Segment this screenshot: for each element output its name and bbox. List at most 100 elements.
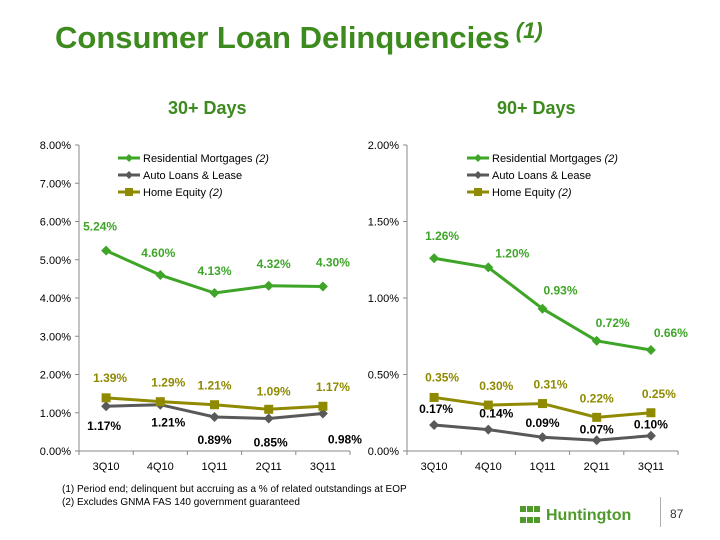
y-tick-label-30-days: 8.00% xyxy=(40,140,71,152)
x-tick-label-30-days: 1Q11 xyxy=(201,461,227,473)
data-label-home-equity-90-days: 0.25% xyxy=(642,387,676,401)
data-point-residential-mortgages-90-days xyxy=(591,335,602,346)
data-point-residential-mortgages-30-days xyxy=(317,281,328,292)
legend-note-residential-mortgages-30-days: (2) xyxy=(252,153,269,165)
legend-label-home-equity-90-days: Home Equity (2) xyxy=(492,187,572,199)
x-tick-label-90-days: 3Q10 xyxy=(421,461,448,473)
y-tick-label-30-days: 2.00% xyxy=(40,370,71,382)
huntington-logo-text: Huntington xyxy=(546,507,632,524)
y-tick-label-30-days: 5.00% xyxy=(40,255,71,267)
legend-label-home-equity-30-days: Home Equity (2) xyxy=(143,187,223,199)
chart-title-90-days: 90+ Days xyxy=(497,98,576,118)
page-number-divider xyxy=(660,497,661,527)
legend-label-auto-loans-lease-30-days: Auto Loans & Lease xyxy=(143,170,242,182)
x-tick-label-90-days: 4Q10 xyxy=(475,461,502,473)
x-tick-label-90-days: 2Q11 xyxy=(584,461,610,473)
data-point-home-equity-30-days xyxy=(318,401,328,411)
data-label-auto-loans-lease-30-days: 0.85% xyxy=(254,435,288,449)
data-point-auto-loans-lease-30-days xyxy=(263,413,274,424)
footnote-2: (2) Excludes GNMA FAS 140 government gua… xyxy=(62,497,300,508)
legend-note-home-equity-30-days: (2) xyxy=(206,187,223,199)
data-point-residential-mortgages-30-days xyxy=(155,270,166,281)
data-point-auto-loans-lease-90-days xyxy=(483,424,494,435)
data-label-residential-mortgages-90-days: 0.93% xyxy=(543,284,577,298)
data-label-auto-loans-lease-90-days: 0.07% xyxy=(580,422,614,436)
data-point-auto-loans-lease-30-days xyxy=(317,408,328,419)
legend-marker-home-equity-90-days xyxy=(474,188,482,196)
data-point-auto-loans-lease-90-days xyxy=(645,430,656,441)
y-tick-label-90-days: 0.50% xyxy=(368,370,399,382)
data-label-home-equity-90-days: 0.35% xyxy=(425,370,459,384)
data-point-home-equity-90-days xyxy=(483,400,493,410)
legend-label-residential-mortgages-90-days: Residential Mortgages (2) xyxy=(492,153,618,165)
footnotes: (1) Period end; delinquent but accruing … xyxy=(62,483,407,509)
data-point-residential-mortgages-30-days xyxy=(209,288,220,299)
data-point-auto-loans-lease-90-days xyxy=(429,419,440,430)
x-tick-label-90-days: 1Q11 xyxy=(529,461,555,473)
page-title: Consumer Loan Delinquencies (1) xyxy=(55,18,543,56)
huntington-logo: Huntington xyxy=(520,505,631,527)
legend-note-home-equity-90-days: (2) xyxy=(555,187,572,199)
y-tick-label-30-days: 7.00% xyxy=(40,178,71,190)
data-point-home-equity-90-days xyxy=(429,392,439,402)
y-tick-label-30-days: 1.00% xyxy=(40,408,71,420)
legend-marker-home-equity-30-days xyxy=(125,188,133,196)
y-tick-label-30-days: 4.00% xyxy=(40,293,71,305)
x-tick-label-30-days: 3Q10 xyxy=(93,461,120,473)
huntington-logo-mark-icon xyxy=(520,506,542,526)
data-label-auto-loans-lease-90-days: 0.10% xyxy=(634,418,668,432)
y-tick-label-90-days: 2.00% xyxy=(368,140,399,152)
data-label-residential-mortgages-90-days: 0.72% xyxy=(596,316,630,330)
data-label-residential-mortgages-90-days: 1.26% xyxy=(425,229,459,243)
legend-label-auto-loans-lease-90-days: Auto Loans & Lease xyxy=(492,170,591,182)
data-label-home-equity-30-days: 1.17% xyxy=(316,380,350,394)
data-point-residential-mortgages-30-days xyxy=(263,280,274,291)
legend-note-residential-mortgages-90-days: (2) xyxy=(601,153,618,165)
data-label-auto-loans-lease-90-days: 0.09% xyxy=(525,416,559,430)
data-point-residential-mortgages-90-days xyxy=(483,262,494,273)
legend-marker-auto-loans-lease-30-days xyxy=(125,171,133,179)
data-point-residential-mortgages-30-days xyxy=(101,245,112,256)
footnote-1: (1) Period end; delinquent but accruing … xyxy=(62,484,407,495)
data-label-residential-mortgages-30-days: 4.60% xyxy=(141,246,175,260)
legend-marker-residential-mortgages-90-days xyxy=(474,154,482,162)
data-label-residential-mortgages-30-days: 4.30% xyxy=(316,256,350,270)
data-label-home-equity-90-days: 0.30% xyxy=(479,379,513,393)
data-label-auto-loans-lease-30-days: 1.21% xyxy=(151,416,185,430)
data-label-residential-mortgages-90-days: 1.20% xyxy=(495,246,529,260)
data-point-residential-mortgages-90-days xyxy=(429,253,440,264)
data-point-auto-loans-lease-90-days xyxy=(591,435,602,446)
data-label-auto-loans-lease-30-days: 0.98% xyxy=(328,433,362,447)
x-tick-label-90-days: 3Q11 xyxy=(638,461,664,473)
data-point-home-equity-90-days xyxy=(592,412,602,422)
data-point-auto-loans-lease-30-days xyxy=(209,411,220,422)
data-point-home-equity-30-days xyxy=(155,397,165,407)
data-label-residential-mortgages-30-days: 4.32% xyxy=(257,257,291,271)
x-tick-label-30-days: 4Q10 xyxy=(147,461,174,473)
data-point-home-equity-90-days xyxy=(538,399,547,409)
y-tick-label-90-days: 1.00% xyxy=(368,293,399,305)
data-label-auto-loans-lease-90-days: 0.14% xyxy=(479,407,513,421)
y-tick-label-90-days: 1.50% xyxy=(368,217,399,229)
data-point-residential-mortgages-90-days xyxy=(537,303,548,314)
data-label-residential-mortgages-30-days: 4.13% xyxy=(197,264,231,278)
x-tick-label-30-days: 2Q11 xyxy=(256,461,282,473)
data-label-auto-loans-lease-30-days: 0.89% xyxy=(197,433,231,447)
data-point-home-equity-30-days xyxy=(264,404,274,414)
data-label-home-equity-90-days: 0.31% xyxy=(533,378,567,392)
data-label-auto-loans-lease-90-days: 0.17% xyxy=(419,402,453,416)
data-label-residential-mortgages-30-days: 5.24% xyxy=(83,220,117,234)
data-label-home-equity-30-days: 1.09% xyxy=(257,384,291,398)
data-label-residential-mortgages-90-days: 0.66% xyxy=(654,326,688,340)
y-tick-label-30-days: 6.00% xyxy=(40,217,71,229)
data-point-residential-mortgages-90-days xyxy=(645,345,656,356)
data-point-home-equity-90-days xyxy=(646,408,656,418)
data-point-auto-loans-lease-90-days xyxy=(537,432,548,443)
data-point-home-equity-30-days xyxy=(210,400,219,410)
y-tick-label-30-days: 3.00% xyxy=(40,331,71,343)
legend-marker-auto-loans-lease-90-days xyxy=(474,171,482,179)
data-label-home-equity-30-days: 1.21% xyxy=(197,379,231,393)
page-title-footnote: (1) xyxy=(515,18,543,43)
x-tick-label-30-days: 3Q11 xyxy=(310,461,336,473)
